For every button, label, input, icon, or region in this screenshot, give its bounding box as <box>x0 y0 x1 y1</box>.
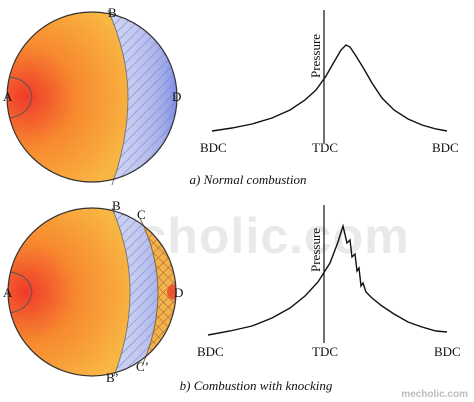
cylinder-outline <box>6 11 178 183</box>
unburned-edge-shade <box>108 12 177 182</box>
point-c-prime-label: C’ <box>136 359 149 374</box>
tdc-label: TDC <box>312 140 338 155</box>
corner-watermark: mecholic.com <box>401 389 468 400</box>
point-a-label: A <box>3 89 13 104</box>
tdc-label-knock: TDC <box>312 344 338 359</box>
pressure-curve <box>211 44 448 132</box>
flame-front <box>107 9 129 186</box>
point-a-label-knock: A <box>3 285 13 300</box>
cylinder-outline-knock <box>7 207 177 377</box>
spark-plug-arc-knock <box>9 271 33 314</box>
point-d-label-knock: D <box>174 285 183 300</box>
point-b-label: B <box>108 5 117 20</box>
bdc-right-label-knock: BDC <box>434 344 461 359</box>
bdc-left-label: BDC <box>200 140 227 155</box>
normal-pressure-plot <box>211 10 448 143</box>
flame-front-knock <box>111 207 131 377</box>
point-c-label-knock: C <box>137 207 146 222</box>
knock-front <box>139 217 159 367</box>
knocking-combustion-chamber <box>7 207 177 377</box>
knocking-caption: b) Combustion with knocking <box>180 378 333 393</box>
pressure-curve-knock <box>207 223 448 336</box>
normal-combustion-chamber <box>6 9 178 186</box>
normal-caption: a) Normal combustion <box>190 172 307 187</box>
point-d-label: D <box>172 89 181 104</box>
bdc-left-label-knock: BDC <box>197 344 224 359</box>
pressure-axis-label-knock: Pressure <box>308 228 323 272</box>
spark-plug-arc <box>9 76 33 119</box>
knocking-pressure-plot <box>207 205 448 343</box>
point-b-prime-label: B’ <box>106 370 119 385</box>
bdc-right-label: BDC <box>432 140 459 155</box>
unburned-edge-shade-knock <box>112 208 176 376</box>
auto-ignition-spot <box>167 284 176 300</box>
pressure-axis-label: Pressure <box>308 34 323 78</box>
point-b-label-knock: B <box>112 198 121 213</box>
